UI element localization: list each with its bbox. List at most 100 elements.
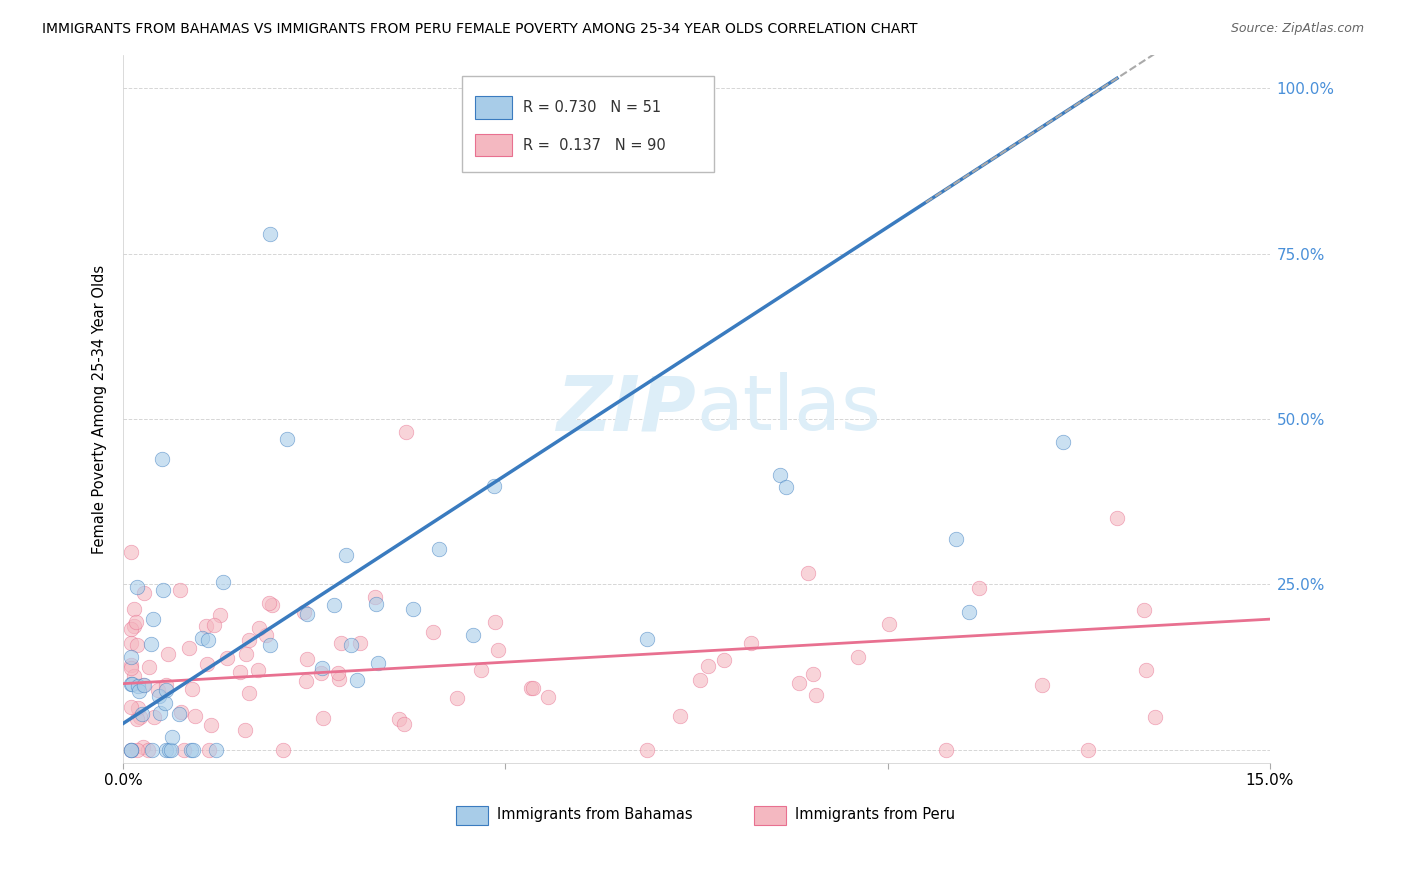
Point — [131, 678, 153, 692]
Point — [364, 590, 387, 604]
Point — [127, 700, 149, 714]
Point — [197, 632, 219, 647]
Point — [120, 743, 142, 757]
Point — [537, 690, 560, 705]
Point — [427, 541, 450, 556]
Text: ZIP: ZIP — [557, 372, 696, 446]
Point — [260, 598, 283, 612]
Point — [957, 605, 980, 619]
Point — [247, 621, 270, 635]
Y-axis label: Female Poverty Among 25-34 Year Olds: Female Poverty Among 25-34 Year Olds — [93, 265, 107, 554]
Point — [329, 636, 352, 650]
Point — [127, 580, 149, 594]
Point — [177, 640, 200, 655]
Point — [215, 651, 238, 665]
Point — [787, 676, 810, 690]
Point — [486, 642, 509, 657]
Point — [945, 533, 967, 547]
Point — [235, 648, 257, 662]
Point — [153, 696, 176, 710]
Point — [149, 706, 172, 720]
Point — [402, 602, 425, 616]
Point — [482, 479, 505, 493]
Point — [328, 672, 350, 686]
Text: R =  0.137   N = 90: R = 0.137 N = 90 — [523, 137, 666, 153]
Point — [170, 705, 193, 719]
Point — [311, 660, 333, 674]
Point — [520, 681, 543, 695]
FancyBboxPatch shape — [456, 805, 488, 825]
Point — [935, 743, 957, 757]
Point — [877, 616, 900, 631]
Point — [155, 678, 177, 692]
Text: Immigrants from Bahamas: Immigrants from Bahamas — [498, 806, 693, 822]
Point — [127, 712, 149, 726]
Point — [212, 575, 235, 590]
Point — [120, 622, 142, 636]
Point — [522, 681, 544, 696]
Point — [340, 638, 363, 652]
Point — [294, 673, 316, 688]
Point — [295, 651, 318, 665]
Point — [238, 686, 260, 700]
Point — [1077, 743, 1099, 757]
Text: IMMIGRANTS FROM BAHAMAS VS IMMIGRANTS FROM PERU FEMALE POVERTY AMONG 25-34 YEAR : IMMIGRANTS FROM BAHAMAS VS IMMIGRANTS FR… — [42, 22, 918, 37]
Text: R = 0.730   N = 51: R = 0.730 N = 51 — [523, 100, 662, 115]
Point — [200, 718, 222, 732]
Point — [120, 743, 142, 757]
Point — [254, 628, 277, 642]
Point — [326, 666, 349, 681]
Point — [157, 743, 180, 757]
Point — [233, 723, 256, 738]
Point — [769, 468, 792, 483]
Point — [388, 712, 411, 726]
Point — [335, 548, 357, 562]
Point — [804, 688, 827, 702]
Point — [446, 691, 468, 706]
Point — [292, 605, 315, 619]
Point — [257, 596, 280, 610]
Point — [180, 743, 202, 757]
Point — [131, 707, 153, 722]
Point — [205, 743, 228, 757]
Point — [120, 676, 142, 690]
Point — [194, 618, 217, 632]
Point — [636, 743, 658, 757]
Point — [150, 451, 173, 466]
Point — [395, 425, 418, 440]
Point — [155, 743, 177, 757]
Point — [120, 650, 142, 665]
Point — [142, 612, 165, 626]
FancyBboxPatch shape — [461, 77, 714, 172]
Point — [669, 709, 692, 723]
Point — [259, 638, 281, 652]
Point — [636, 632, 658, 647]
Point — [969, 581, 991, 595]
Point — [470, 664, 492, 678]
Text: atlas: atlas — [696, 372, 882, 446]
Point — [204, 618, 226, 632]
Point — [127, 743, 149, 757]
Point — [120, 658, 142, 673]
Point — [159, 743, 181, 757]
Point — [1132, 602, 1154, 616]
Point — [156, 647, 179, 661]
Point — [1105, 511, 1128, 525]
Point — [797, 566, 820, 580]
Point — [124, 668, 146, 682]
Point — [134, 586, 156, 600]
FancyBboxPatch shape — [475, 134, 512, 156]
Point — [120, 743, 142, 757]
Point — [247, 663, 270, 677]
Point — [312, 711, 335, 725]
Point — [160, 730, 183, 744]
Point — [191, 632, 214, 646]
Point — [366, 597, 388, 611]
Point — [195, 657, 218, 672]
Point — [128, 683, 150, 698]
Point — [392, 716, 415, 731]
Point — [713, 653, 735, 667]
Point — [132, 678, 155, 692]
Text: Source: ZipAtlas.com: Source: ZipAtlas.com — [1230, 22, 1364, 36]
Point — [775, 480, 797, 494]
